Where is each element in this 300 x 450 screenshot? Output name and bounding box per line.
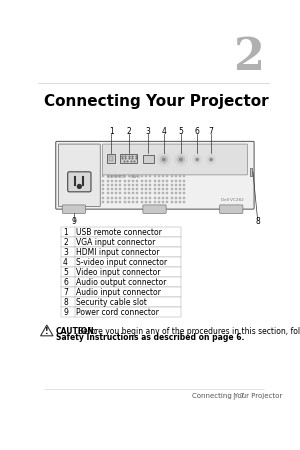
- Bar: [120, 154, 137, 163]
- Bar: [61, 257, 181, 267]
- FancyBboxPatch shape: [143, 205, 166, 213]
- Text: 4: 4: [161, 126, 166, 135]
- Text: 7: 7: [239, 393, 244, 399]
- Bar: [61, 267, 181, 277]
- FancyBboxPatch shape: [56, 141, 254, 209]
- Text: VGA input connector: VGA input connector: [76, 238, 156, 247]
- Text: Audio input connector: Audio input connector: [76, 288, 161, 297]
- FancyBboxPatch shape: [103, 144, 248, 175]
- Bar: [107, 154, 115, 162]
- Text: Connecting Your Projector: Connecting Your Projector: [193, 393, 283, 399]
- Circle shape: [196, 159, 198, 160]
- Circle shape: [157, 153, 170, 166]
- Bar: [109, 156, 113, 161]
- FancyBboxPatch shape: [62, 205, 86, 213]
- Bar: [143, 155, 154, 162]
- Text: 5: 5: [63, 268, 68, 277]
- Circle shape: [77, 184, 81, 189]
- Circle shape: [210, 159, 212, 160]
- FancyBboxPatch shape: [220, 205, 243, 213]
- Circle shape: [193, 155, 202, 164]
- FancyBboxPatch shape: [58, 144, 100, 207]
- Circle shape: [180, 158, 182, 161]
- Text: Before you begin any of the procedures in this section, follow the: Before you begin any of the procedures i…: [78, 327, 300, 336]
- Text: Dell VC282: Dell VC282: [221, 198, 244, 202]
- Text: 9: 9: [71, 217, 76, 226]
- Text: USB REMOTE: USB REMOTE: [107, 175, 125, 179]
- Text: Audio output connector: Audio output connector: [76, 278, 166, 287]
- Circle shape: [195, 157, 200, 162]
- Text: Security cable slot: Security cable slot: [76, 298, 147, 307]
- Text: 3: 3: [146, 126, 151, 135]
- Bar: [61, 227, 181, 237]
- Circle shape: [206, 155, 216, 164]
- Text: Safety Instructions as described on page 6.: Safety Instructions as described on page…: [56, 333, 244, 342]
- Text: 4: 4: [63, 258, 68, 267]
- Bar: [61, 307, 181, 317]
- Text: 7: 7: [63, 288, 68, 297]
- Text: 6: 6: [195, 126, 200, 135]
- Text: 2: 2: [63, 238, 68, 247]
- Circle shape: [209, 157, 213, 162]
- Text: CAUTION:: CAUTION:: [56, 327, 98, 336]
- Bar: [61, 247, 181, 257]
- Bar: [61, 237, 181, 247]
- Bar: [61, 287, 181, 297]
- Text: 7: 7: [209, 126, 214, 135]
- Text: 9: 9: [63, 308, 68, 317]
- Text: 1: 1: [109, 126, 113, 135]
- Text: 8: 8: [255, 217, 260, 226]
- Bar: [250, 168, 252, 176]
- Text: !: !: [45, 328, 49, 337]
- Text: 3: 3: [63, 248, 68, 257]
- Circle shape: [177, 156, 185, 163]
- Text: Connecting Your Projector: Connecting Your Projector: [44, 94, 268, 109]
- Polygon shape: [40, 325, 53, 336]
- Circle shape: [174, 153, 188, 166]
- Text: 2: 2: [127, 126, 131, 135]
- Text: 8: 8: [63, 298, 68, 307]
- Circle shape: [163, 158, 165, 161]
- Bar: [61, 277, 181, 287]
- Text: 2: 2: [233, 36, 264, 79]
- Text: Power cord connector: Power cord connector: [76, 308, 159, 317]
- Text: 1: 1: [63, 228, 68, 237]
- Text: 5: 5: [178, 126, 183, 135]
- Text: VGA IN: VGA IN: [130, 175, 140, 179]
- Text: 6: 6: [63, 278, 68, 287]
- Text: |: |: [232, 393, 235, 400]
- Text: HDMI input connector: HDMI input connector: [76, 248, 160, 257]
- Circle shape: [160, 156, 168, 163]
- FancyBboxPatch shape: [68, 172, 91, 192]
- Text: USB remote connector: USB remote connector: [76, 228, 162, 237]
- Text: S-video input connector: S-video input connector: [76, 258, 167, 267]
- Text: Video input connector: Video input connector: [76, 268, 161, 277]
- Bar: [61, 297, 181, 307]
